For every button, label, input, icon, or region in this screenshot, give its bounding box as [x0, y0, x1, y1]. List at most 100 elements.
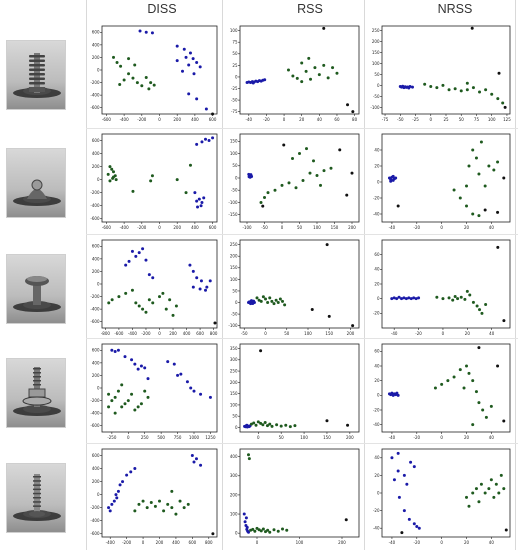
y-tick-label: 0: [97, 385, 100, 390]
scatter-plot: -800 -600 -400 -200 0 200 400 600 8006004002000-…: [90, 239, 218, 336]
data-point-green: [477, 214, 481, 218]
x-tick-label: 20: [465, 331, 471, 336]
y-tick-label: -75: [231, 109, 238, 114]
data-point-green: [483, 491, 487, 495]
data-point-black: [213, 321, 217, 325]
data-point-blue: [400, 297, 404, 301]
data-point-blue: [172, 362, 176, 366]
data-point-blue: [417, 296, 421, 300]
data-point-blue: [409, 460, 413, 464]
x-tick-label: 150: [331, 225, 339, 230]
data-point-blue: [390, 391, 394, 395]
data-point-black: [396, 204, 400, 208]
data-point-green: [285, 528, 289, 532]
data-point-blue: [390, 297, 394, 301]
data-point-green: [113, 395, 117, 399]
data-point-green: [253, 529, 257, 533]
x-tick-label: 25: [443, 117, 449, 122]
x-tick-label: 200: [347, 331, 355, 336]
data-point-blue: [191, 269, 195, 273]
data-point-green: [130, 288, 134, 292]
data-point-blue: [263, 78, 267, 82]
data-point-blue: [130, 249, 134, 253]
data-point-blue: [408, 85, 412, 88]
data-point-green: [266, 528, 270, 532]
x-tick-label: -200: [137, 225, 147, 230]
y-tick-label: 0: [377, 83, 380, 88]
x-tick-label: -20: [414, 225, 421, 230]
data-point-blue: [407, 296, 411, 300]
x-tick-label: 400: [172, 540, 180, 545]
data-point-green: [127, 57, 131, 61]
column-divider: [364, 0, 365, 550]
data-point-green: [164, 307, 168, 311]
x-tick-label: -100: [242, 225, 252, 230]
data-point-green: [135, 81, 139, 85]
data-point-blue: [402, 296, 406, 300]
plot-frame: [101, 239, 218, 329]
y-tick-label: 0: [235, 531, 238, 536]
data-point-black: [327, 314, 331, 318]
data-point-blue: [139, 364, 143, 368]
data-point-green: [499, 473, 503, 477]
data-point-blue: [116, 348, 120, 352]
x-tick-label: -250: [107, 435, 117, 440]
data-point-blue: [136, 367, 140, 371]
data-point-black: [261, 204, 265, 208]
x-tick-label: 1000: [189, 435, 200, 440]
data-point-blue: [205, 285, 209, 289]
data-point-blue: [252, 301, 256, 305]
data-point-green: [305, 147, 308, 151]
data-point-green: [478, 308, 482, 312]
x-tick-label: 500: [157, 435, 165, 440]
y-tick-label: -100: [228, 200, 238, 205]
data-point-green: [484, 88, 488, 92]
y-tick-label: 75: [232, 40, 238, 45]
data-point-green: [319, 183, 322, 187]
mushroom-bolt-icon: [7, 255, 65, 323]
data-point-green: [137, 502, 141, 506]
scatter-panel-rss: 0 50 100 150 200 350 300 250 200 150 100 50 0: [226, 340, 362, 445]
data-point-green: [182, 506, 186, 510]
x-tick-label: -400: [106, 540, 116, 545]
data-point-green: [256, 420, 260, 424]
data-point-green: [484, 303, 488, 307]
data-point-black: [351, 110, 355, 114]
x-tick-label: -400: [120, 225, 130, 230]
y-tick-label: 0: [97, 281, 100, 286]
y-tick-label: -100: [228, 323, 238, 328]
data-point-blue: [250, 175, 254, 179]
data-point-green: [112, 170, 115, 174]
data-point-green: [120, 383, 124, 387]
data-point-blue: [199, 463, 203, 467]
data-point-green: [171, 313, 175, 317]
x-tick-label: -200: [141, 331, 151, 336]
data-point-green: [145, 506, 149, 510]
scatter-plot: -400 -200 0 200 400 600 800 600 400 200 0 -200 -400 -…: [90, 448, 218, 545]
data-point-blue: [199, 279, 203, 283]
data-point-blue: [204, 107, 208, 111]
data-point-green: [175, 178, 179, 182]
data-point-green: [146, 395, 150, 399]
plot-frame: [239, 448, 360, 538]
data-point-blue: [415, 524, 419, 528]
data-point-green: [452, 188, 456, 192]
y-tick-label: 400: [92, 466, 100, 471]
data-point-green: [112, 175, 115, 179]
data-point-green: [110, 298, 114, 302]
data-point-green: [471, 148, 475, 152]
y-tick-label: -400: [90, 518, 100, 523]
data-point-green: [186, 502, 190, 506]
x-tick-label: 400: [191, 117, 199, 122]
data-point-black: [477, 346, 481, 350]
data-point-green: [291, 74, 295, 78]
data-point-blue: [200, 200, 204, 204]
data-point-green: [259, 421, 263, 425]
data-point-green: [465, 289, 469, 293]
data-point-green: [124, 291, 128, 295]
plot-frame: [381, 239, 511, 329]
data-point-green: [137, 304, 141, 308]
data-point-green: [106, 172, 110, 176]
y-tick-label: 50: [232, 414, 238, 419]
data-point-blue: [204, 288, 207, 292]
